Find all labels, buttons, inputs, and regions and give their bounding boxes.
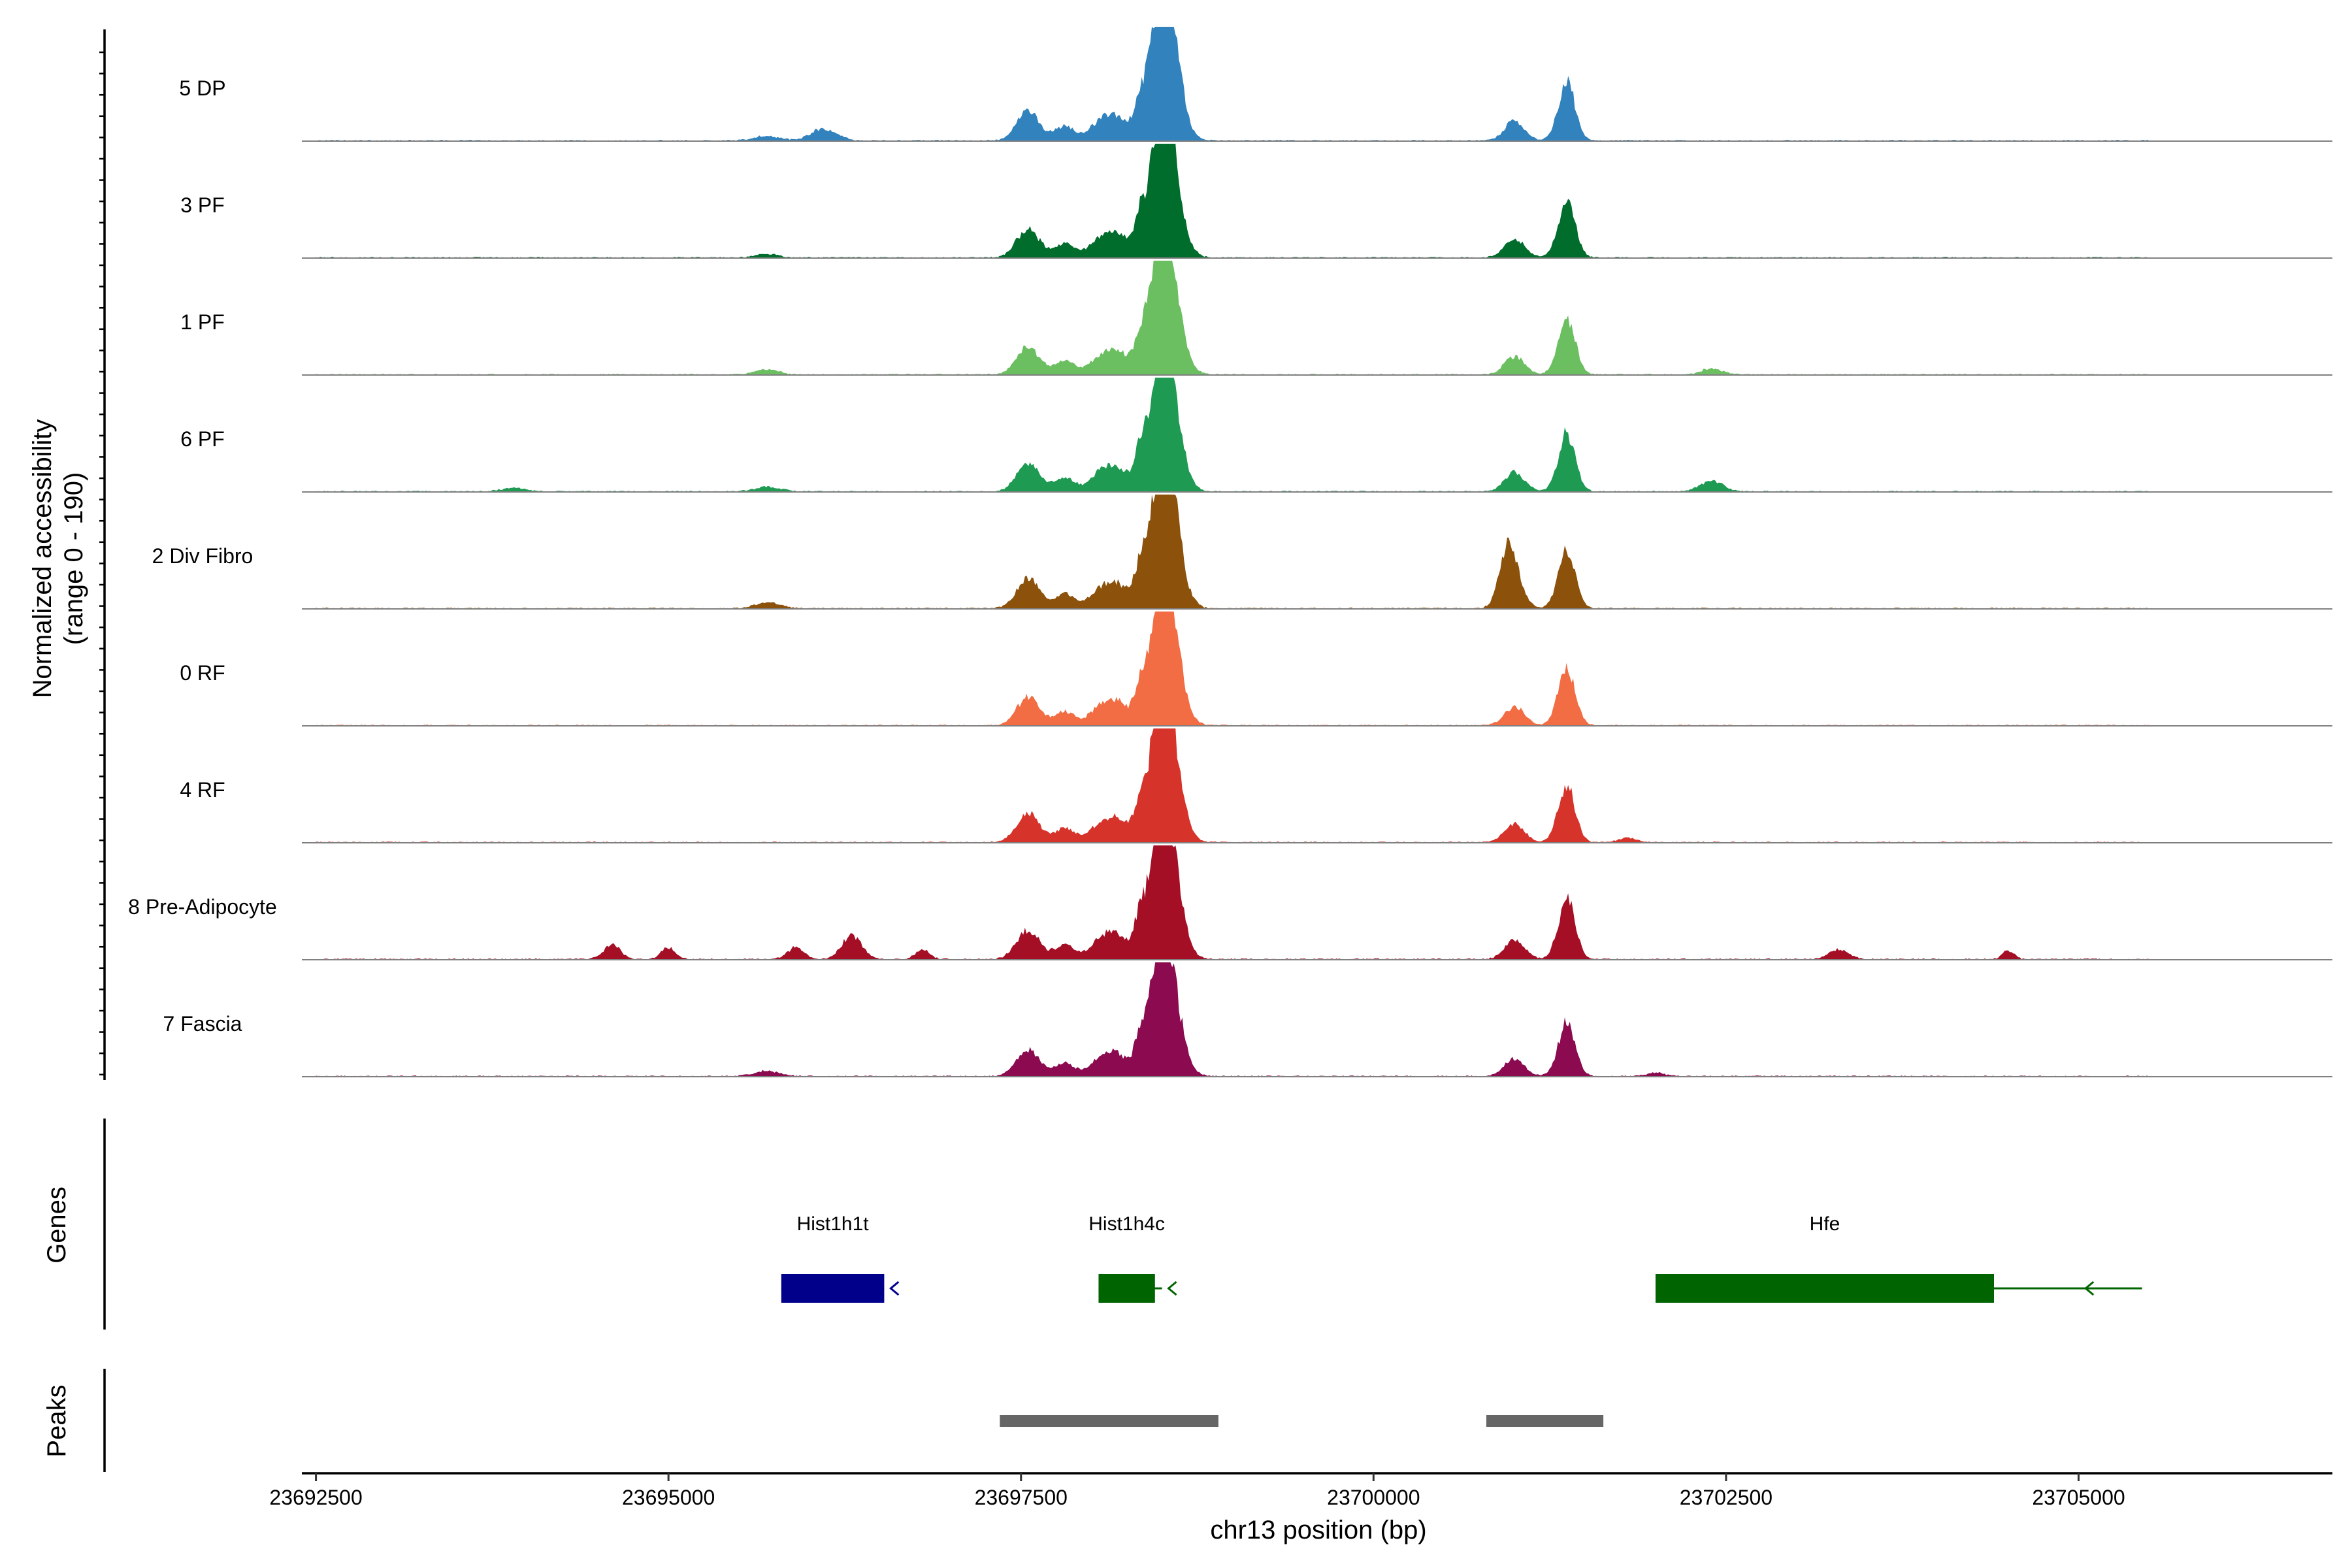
track-3-pf: 3 PF [180, 144, 2332, 259]
track-label: 3 PF [180, 193, 225, 217]
gene-label: Hfe [1810, 1213, 1840, 1235]
x-tick-label: 23702500 [1680, 1486, 1772, 1509]
peak-bar [1000, 1415, 1218, 1427]
coverage-area [316, 962, 2149, 1077]
track-label: 5 DP [179, 76, 225, 100]
track-label: 8 Pre-Adipocyte [128, 895, 277, 919]
strand-arrow-icon [889, 1281, 900, 1296]
gene-label: Hist1h4c [1088, 1213, 1165, 1235]
x-tick-label: 23697500 [975, 1486, 1068, 1509]
x-tick-label: 23700000 [1327, 1486, 1420, 1509]
track-label: 2 Div Fibro [152, 544, 253, 568]
gene-hist1h1t: Hist1h1t [781, 1213, 900, 1303]
gene-exon [1098, 1274, 1155, 1303]
track-label: 6 PF [180, 427, 225, 451]
track-label: 4 RF [180, 778, 225, 802]
coverage-area [316, 144, 2149, 258]
peaks-title: Peaks [42, 1384, 71, 1457]
gene-exon [1656, 1274, 1994, 1303]
peak-bar [1486, 1415, 1604, 1427]
coverage-area [316, 495, 2149, 609]
gene-hfe: Hfe [1656, 1213, 2142, 1303]
gene-exon [781, 1274, 885, 1303]
x-axis-title: chr13 position (bp) [1210, 1516, 1426, 1544]
track-7-fascia: 7 Fascia [163, 962, 2332, 1077]
coverage-area [316, 845, 2149, 960]
track-label: 7 Fascia [163, 1012, 242, 1036]
y-axis-title: Normalized accessibility [28, 419, 57, 698]
track-0-rf: 0 RF [180, 612, 2332, 727]
genes-title: Genes [42, 1186, 71, 1264]
track-1-pf: 1 PF [180, 261, 2332, 376]
coverage-area [316, 27, 2149, 141]
gene-label: Hist1h1t [797, 1213, 870, 1235]
x-tick-label: 23695000 [622, 1486, 715, 1509]
gene-annotations: Hist1h1t Hist1h4c Hfe [781, 1213, 2142, 1303]
coverage-area [316, 728, 2149, 843]
track-6-pf: 6 PF [180, 378, 2332, 493]
track-5-dp: 5 DP [179, 27, 2332, 142]
track-4-rf: 4 RF [180, 728, 2332, 843]
coverage-area [316, 612, 2149, 726]
x-tick-label: 23692500 [269, 1486, 362, 1509]
y-axis-subtitle: (range 0 - 190) [59, 472, 88, 645]
minor-ticks [99, 51, 105, 1076]
strand-arrow-icon [2083, 1281, 2095, 1296]
track-8-pre-adipocyte: 8 Pre-Adipocyte [128, 845, 2332, 960]
x-tick-label: 23705000 [2032, 1486, 2125, 1509]
track-2-div-fibro: 2 Div Fibro [152, 495, 2332, 610]
coverage-area [316, 261, 2149, 375]
x-axis-ticks: 23692500 23695000 23697500 23700000 23702500… [269, 1473, 2125, 1509]
track-label: 0 RF [180, 661, 225, 685]
peak-regions [1000, 1415, 1604, 1427]
strand-arrow-icon [1167, 1281, 1177, 1296]
coverage-area [316, 378, 2149, 492]
gene-hist1h4c: Hist1h4c [1088, 1213, 1177, 1303]
track-label: 1 PF [180, 310, 225, 334]
coverage-tracks: 5 DP 3 PF 1 PF 6 PF 2 Div Fibro 0 RF 4 RF 8 Pre… [128, 27, 2332, 1077]
